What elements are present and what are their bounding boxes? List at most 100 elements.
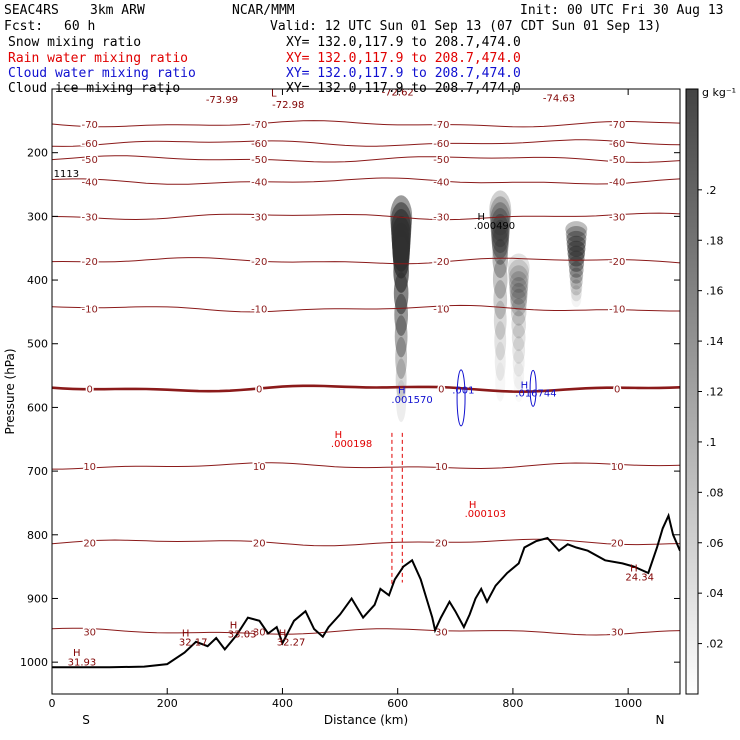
snow-cell-part [490,202,511,242]
isotherm-label: 10 [83,462,96,473]
chart-annotation: L [271,89,277,100]
isotherm-label: -60 [82,139,98,150]
snow-cell-part [568,261,584,278]
colorbar-tick-label: .1 [706,436,717,449]
isotherm-label: -50 [82,155,98,166]
isotherm-label: 10 [435,462,448,473]
colorbar-tick-label: .12 [706,386,724,399]
isotherm-label: -70 [251,120,267,131]
isotherm-label: -30 [251,212,267,223]
y-tick-label: 1000 [20,656,48,669]
isotherm-label: 20 [83,538,96,549]
isotherm-line [52,538,680,547]
snow-cell-part [393,272,409,315]
isotherm-label: -30 [609,212,625,223]
isotherm-label: 20 [253,538,266,549]
colorbar-tick-label: .08 [706,486,724,499]
y-tick-label: 600 [27,401,48,414]
y-tick-label: 400 [27,274,48,287]
chart-annotation: H [335,430,343,441]
field-xy-snow: XY= 132.0,117.9 to 208.7,474.0 [286,35,521,50]
chart-annotation: H [230,620,238,631]
snow-cell-1 [390,195,413,423]
snow-cell-part [396,379,407,423]
isotherm-line [52,155,680,163]
snow-cell-part [494,341,506,382]
fcst-value: 60 h [64,19,96,34]
chart-annotation: .000198 [331,439,372,450]
snow-cell-part [570,279,583,296]
snow-cell-part [568,250,585,267]
x-tick-label: 0 [49,697,56,710]
chart-annotation: H [469,500,477,511]
isotherm-label: -60 [433,139,449,150]
snow-cell-part [513,361,525,390]
snow-cell-part [511,310,526,339]
terrain-line [52,512,680,669]
isotherm-label: 10 [253,462,266,473]
center-label: NCAR/MMM [232,3,295,18]
isotherm-label: -20 [82,257,98,268]
chart-annotation: 1113 [54,169,79,180]
colorbar-tick-label: .06 [706,537,724,550]
isotherm-label: -50 [251,155,267,166]
isotherm-label: -60 [609,139,625,150]
chart-annotation: .016744 [515,389,556,400]
isotherm-label: -70 [82,120,98,131]
plot-frame [51,88,681,695]
chart-annotation: H [398,385,406,396]
isotherm-label: -40 [82,177,98,188]
chart-annotation: H [73,648,81,659]
chart-annotation: H [521,380,529,391]
y-tick-label: 500 [27,338,48,351]
cloud-water-contour [456,369,466,427]
snow-cell-part [492,259,508,299]
snow-cell-part [491,219,509,260]
snow-cell-part [508,265,529,293]
snow-cell-part [509,282,528,311]
x-tick-label: 1000 [614,697,642,710]
snow-cell-part [507,253,530,282]
field-name-cloud-water: Cloud water mixing ratio [8,66,196,81]
snow-cell-part [508,259,530,288]
snow-cell-part [493,279,508,320]
isotherm-label: -10 [82,305,98,316]
chart-annotation: -72.98 [272,100,304,111]
south-label: S [82,713,90,727]
snow-cell-4 [565,221,588,308]
chart-annotation: 32.17 [179,638,208,649]
project-label: SEAC4RS [4,3,59,18]
y-tick-label: 900 [27,592,48,605]
snow-cell-part [571,291,582,308]
colorbar-tick-label: .14 [706,335,724,348]
model-label: 3km ARW [90,3,145,18]
field-xy-cloud-water: XY= 132.0,117.9 to 208.7,474.0 [286,66,521,81]
snow-cell-3 [507,253,530,390]
snow-cell-part [395,358,407,401]
isotherm-line [52,462,680,470]
isotherm-label: -60 [251,139,267,150]
snow-cell-part [489,190,512,230]
x-axis-label: Distance (km) [324,713,408,727]
snow-cell-part [512,349,525,377]
isotherm-label: 30 [435,628,448,639]
isotherm-line [52,139,680,147]
snow-cell-part [509,271,529,299]
fcst-label: Fcst: [4,19,44,34]
chart-annotation: .000103 [465,509,506,520]
isotherm-label: 20 [435,538,448,549]
snow-cell-part [491,213,510,254]
snow-cell-part [510,298,527,326]
isotherm-line [52,177,680,185]
chart-annotation: 24.34 [625,573,654,584]
snow-cell-part [395,336,408,380]
isotherm-label: -40 [433,177,449,188]
chart-annotation: 33.03 [228,629,257,640]
snow-cell-2 [489,190,512,382]
colorbar-tick-label: .02 [706,638,724,651]
isotherm-label: 30 [83,628,96,639]
colorbar-tick-label: .2 [706,184,717,197]
snow-cell-part [511,323,526,352]
colorbar-tick-label: .04 [706,587,724,600]
isotherm-label: 30 [611,628,624,639]
